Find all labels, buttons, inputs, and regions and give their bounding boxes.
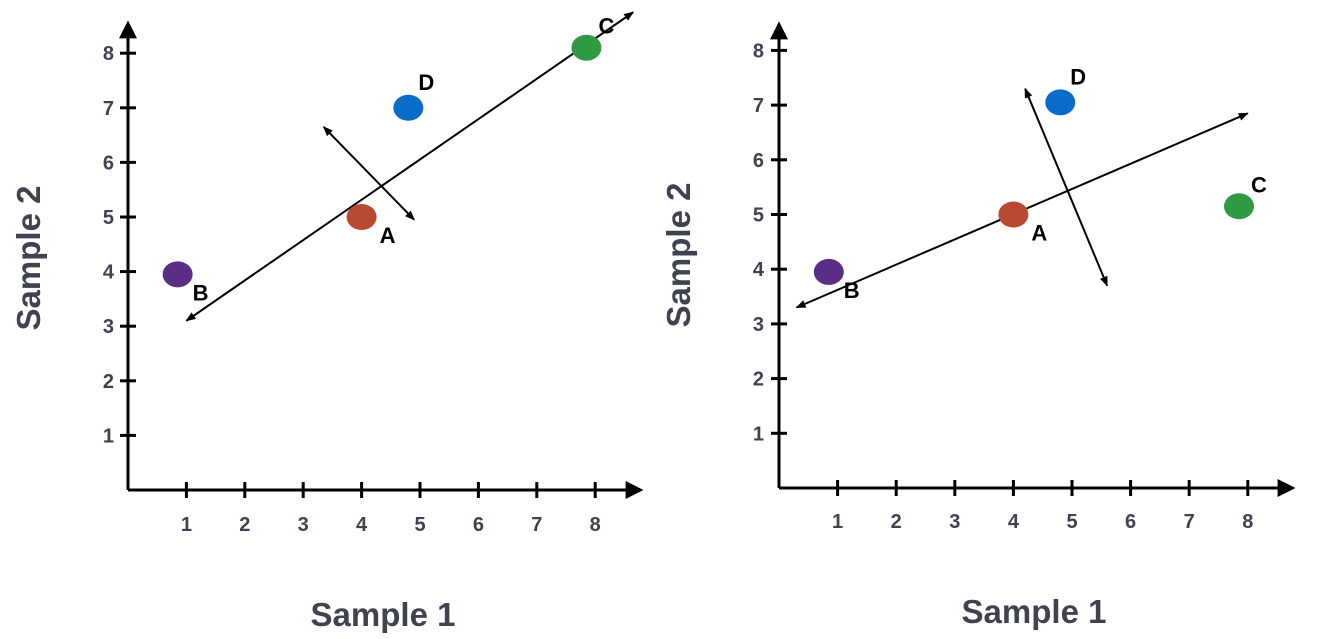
x-tick-label: 1 bbox=[832, 511, 843, 533]
x-tick-label: 7 bbox=[1184, 511, 1195, 533]
double-arrow bbox=[1024, 87, 1109, 287]
y-tick-label: 8 bbox=[103, 43, 114, 65]
point-label-A: A bbox=[380, 223, 396, 248]
y-tick-label: 2 bbox=[103, 371, 114, 393]
y-tick-label: 3 bbox=[753, 314, 764, 336]
point-A bbox=[998, 201, 1029, 228]
y-tick-label: 3 bbox=[103, 316, 114, 338]
y-tick-label: 6 bbox=[753, 150, 764, 172]
x-tick-label: 6 bbox=[473, 514, 484, 536]
point-label-D: D bbox=[1070, 64, 1086, 89]
double-arrow bbox=[185, 11, 634, 322]
x-tick-label: 5 bbox=[414, 514, 425, 536]
point-A bbox=[346, 204, 377, 230]
point-D bbox=[1045, 89, 1076, 116]
y-tick-label: 1 bbox=[753, 423, 764, 445]
y-tick-label: 5 bbox=[103, 207, 114, 229]
y-tick-label: 4 bbox=[103, 262, 115, 284]
y-tick-label: 8 bbox=[753, 40, 764, 62]
point-label-C: C bbox=[1251, 172, 1267, 197]
x-tick-label: 4 bbox=[1008, 511, 1020, 533]
x-tick-label: 6 bbox=[1125, 511, 1136, 533]
point-label-B: B bbox=[844, 278, 860, 303]
chart-panel-right: 1 2 3 4 5 6 7 8 1 2 3 4 5 6 7 8 Sample 1 Sample 2 A B C D bbox=[660, 21, 1296, 630]
x-tick-label: 1 bbox=[181, 514, 192, 536]
y-tick-label: 7 bbox=[753, 95, 764, 117]
x-tick-label: 2 bbox=[891, 511, 902, 533]
point-C bbox=[1224, 193, 1255, 220]
x-tick-label: 3 bbox=[298, 514, 309, 536]
y-tick-label: 7 bbox=[103, 98, 114, 120]
y-axis-title: Sample 2 bbox=[660, 183, 697, 328]
x-tick-label: 7 bbox=[531, 514, 542, 536]
y-tick-label: 2 bbox=[753, 369, 764, 391]
point-B bbox=[162, 261, 193, 288]
x-tick-label: 4 bbox=[356, 514, 368, 536]
chart-panel-left: 1 2 3 4 5 6 7 8 1 2 3 4 5 6 7 8 Sample 1 Sample 2 A B C D bbox=[10, 11, 644, 633]
y-tick-label: 6 bbox=[103, 152, 114, 174]
y-tick-label: 4 bbox=[753, 259, 765, 281]
x-tick-label: 5 bbox=[1066, 511, 1077, 533]
x-axis-title: Sample 1 bbox=[962, 593, 1107, 630]
point-label-B: B bbox=[193, 280, 209, 305]
x-tick-label: 8 bbox=[1242, 511, 1253, 533]
point-D bbox=[393, 94, 424, 121]
point-label-D: D bbox=[418, 70, 434, 95]
x-axis-title: Sample 1 bbox=[311, 596, 456, 633]
point-label-A: A bbox=[1031, 221, 1047, 246]
point-label-C: C bbox=[598, 14, 614, 39]
y-axis-title: Sample 2 bbox=[10, 186, 47, 331]
y-tick-label: 5 bbox=[753, 205, 764, 227]
x-tick-label: 3 bbox=[949, 511, 960, 533]
point-B bbox=[813, 258, 844, 285]
y-tick-label: 1 bbox=[103, 425, 114, 447]
double-arrow bbox=[322, 126, 415, 221]
x-tick-label: 2 bbox=[239, 514, 250, 536]
point-C bbox=[571, 34, 602, 61]
x-tick-label: 8 bbox=[590, 514, 601, 536]
